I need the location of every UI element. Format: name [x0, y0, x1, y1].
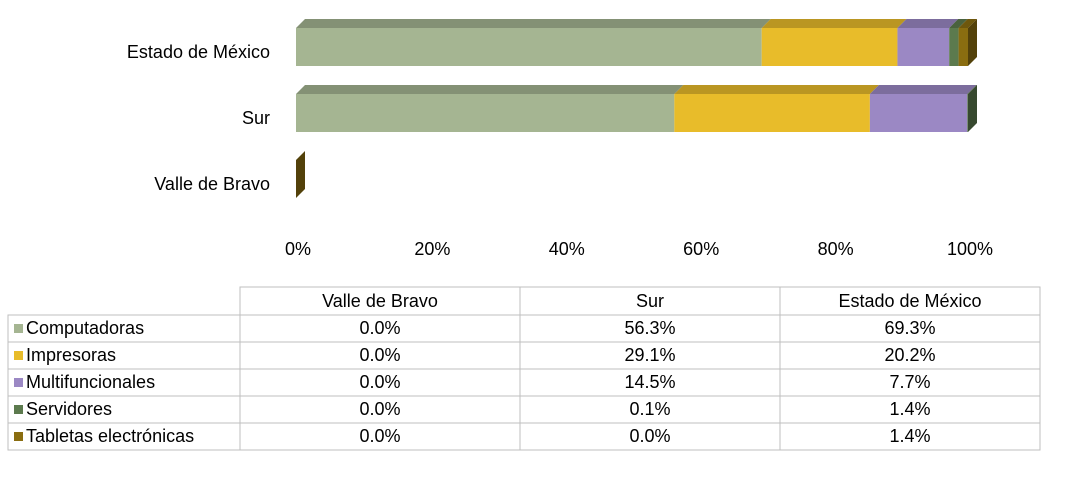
table-value: 0.0% — [359, 399, 400, 419]
legend-label: Tabletas electrónicas — [26, 426, 194, 446]
legend-key — [14, 405, 23, 414]
table-row — [7, 395, 1041, 424]
bar — [674, 94, 870, 132]
legend-key — [14, 324, 23, 333]
x-tick-label: 40% — [549, 239, 585, 259]
bar-top — [674, 85, 879, 94]
bar-top — [296, 19, 771, 28]
legend-key — [14, 378, 23, 387]
table-header: Valle de Bravo — [322, 291, 438, 311]
bar-top — [958, 19, 977, 28]
table-value: 1.4% — [889, 399, 930, 419]
bar-top — [967, 85, 977, 94]
bar-top — [949, 19, 968, 28]
bar-top — [761, 19, 907, 28]
bar-side — [968, 19, 977, 66]
bar — [761, 28, 898, 66]
table-value: 0.0% — [629, 426, 670, 446]
bar-top — [296, 85, 684, 94]
table-value: 0.0% — [359, 345, 400, 365]
bar — [897, 28, 950, 66]
legend-label: Impresoras — [26, 345, 116, 365]
legend-key — [14, 351, 23, 360]
bar-side — [296, 151, 305, 198]
table-value: 14.5% — [624, 372, 675, 392]
category-label: Valle de Bravo — [154, 174, 270, 194]
bar — [967, 94, 968, 132]
legend-label: Computadoras — [26, 318, 144, 338]
x-tick-label: 20% — [414, 239, 450, 259]
table-value: 29.1% — [624, 345, 675, 365]
table-header: Sur — [636, 291, 664, 311]
table-value: 1.4% — [889, 426, 930, 446]
bar — [869, 94, 968, 132]
table-value: 0.1% — [629, 399, 670, 419]
bar — [949, 28, 959, 66]
bar — [296, 28, 762, 66]
bar-side — [968, 85, 977, 132]
x-tick-label: 60% — [683, 239, 719, 259]
table-header: Estado de México — [838, 291, 981, 311]
table-row — [7, 368, 1041, 397]
table-value: 56.3% — [624, 318, 675, 338]
x-tick-label: 0% — [285, 239, 311, 259]
table-value: 0.0% — [359, 426, 400, 446]
bar — [296, 94, 675, 132]
table-value: 7.7% — [889, 372, 930, 392]
category-label: Sur — [242, 108, 270, 128]
table-value: 20.2% — [884, 345, 935, 365]
bar-top — [897, 19, 959, 28]
legend-key — [14, 432, 23, 441]
table-value: 0.0% — [359, 318, 400, 338]
x-tick-label: 80% — [818, 239, 854, 259]
bar — [958, 28, 968, 66]
legend-label: Multifuncionales — [26, 372, 155, 392]
table-value: 0.0% — [359, 372, 400, 392]
x-tick-label: 100% — [947, 239, 993, 259]
table-row — [7, 422, 1041, 451]
legend-label: Servidores — [26, 399, 112, 419]
category-label: Estado de México — [127, 42, 270, 62]
table-value: 69.3% — [884, 318, 935, 338]
bar-top — [869, 85, 977, 94]
